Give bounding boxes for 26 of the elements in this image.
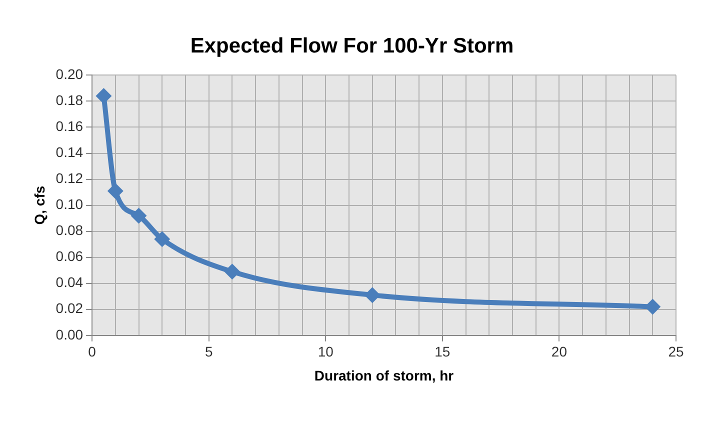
y-tick-label: 0.04: [56, 274, 84, 290]
point: [96, 88, 112, 104]
x-axis-title: Duration of storm, hr: [314, 367, 454, 384]
point: [364, 287, 380, 304]
chart-title: Expected Flow For 100-Yr Storm: [190, 34, 514, 58]
y-tick-label: 0.12: [56, 170, 84, 186]
y-tick-label: 0.14: [56, 144, 84, 160]
y-tick-label: 0.18: [56, 92, 84, 108]
y-tick-label: 0.00: [56, 326, 84, 342]
y-axis-title: Q, cfs: [31, 186, 48, 225]
y-tick-label: 0.10: [56, 196, 84, 212]
x-tick-label: 15: [434, 344, 450, 360]
point: [107, 182, 124, 199]
point: [154, 231, 170, 248]
point: [130, 208, 147, 224]
y-tick-label: 0.08: [56, 222, 84, 238]
y-tick-label: 0.02: [56, 300, 84, 316]
y-tick-label: 0.16: [56, 118, 84, 134]
y-tick-label: 0.20: [56, 66, 84, 82]
point: [224, 264, 240, 280]
x-tick-label: 0: [88, 344, 96, 360]
x-tick-label: 20: [551, 344, 568, 360]
x-tick-label: 5: [204, 344, 213, 360]
y-tick-label: 0.06: [56, 248, 84, 264]
x-tick-label: 10: [318, 344, 334, 360]
x-tick-label: 25: [668, 344, 684, 360]
